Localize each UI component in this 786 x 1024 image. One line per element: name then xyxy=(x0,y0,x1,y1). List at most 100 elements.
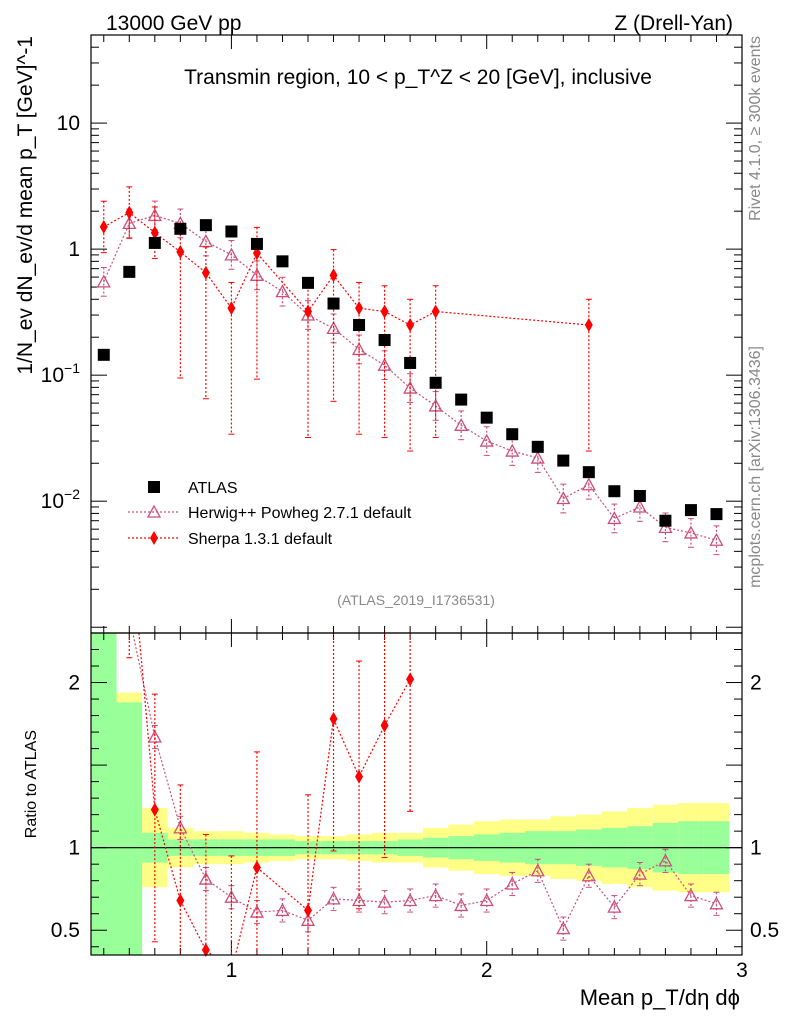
header-right: Z (Drell-Yan) xyxy=(614,12,733,35)
atlas-point xyxy=(327,297,340,310)
herwig-ratio-point xyxy=(709,896,724,910)
mcplots-label: mcplots.cern.ch [arXiv:1306.3436] xyxy=(747,346,764,588)
legend: ATLAS Herwig++ Powheg 2.7.1 default Sher… xyxy=(128,480,412,548)
herwig-ratio-point xyxy=(224,889,239,903)
sherpa-point xyxy=(201,265,210,280)
sherpa-ratio-point xyxy=(150,802,159,817)
herwig-point xyxy=(351,342,367,356)
atlas-point xyxy=(123,265,136,278)
sherpa-point xyxy=(227,301,236,316)
ratio-uncertainty-bands xyxy=(91,633,742,955)
sherpa-ratio-line xyxy=(138,633,411,955)
sherpa-ratio-point xyxy=(304,903,312,918)
sherpa-ratio-point xyxy=(329,711,338,726)
sherpa-ratio-point xyxy=(406,672,415,687)
herwig-point xyxy=(709,532,724,546)
sherpa-point xyxy=(584,318,593,333)
legend-atlas-label: ATLAS xyxy=(188,480,238,497)
data-series xyxy=(96,186,724,958)
herwig-ratio-line xyxy=(132,633,717,931)
ratio-tick-label-right: 0.5 xyxy=(750,919,779,942)
atlas-point xyxy=(633,489,646,502)
ratio-tick-label-left: 0.5 xyxy=(51,919,80,942)
ratio-band-inner xyxy=(91,633,117,955)
herwig-point xyxy=(275,284,290,298)
herwig-point xyxy=(530,450,545,464)
atlas-point xyxy=(429,376,442,389)
sherpa-line xyxy=(103,211,589,326)
ratio-tick-label-right: 1 xyxy=(750,837,762,860)
herwig-point xyxy=(607,511,622,525)
atlas-point xyxy=(710,508,723,521)
herwig-point xyxy=(300,307,316,321)
atlas-point xyxy=(506,428,519,441)
sherpa-point xyxy=(99,219,108,234)
herwig-ratio-point xyxy=(403,893,418,907)
x-tick-label: 3 xyxy=(736,959,748,982)
herwig-point xyxy=(224,247,239,261)
herwig-ratio-point xyxy=(658,853,673,867)
atlas-point xyxy=(199,219,212,232)
rivet-label: Rivet 4.1.0, ≥ 300k events xyxy=(747,36,764,221)
sherpa-ratio-point xyxy=(201,943,210,958)
herwig-ratio-point xyxy=(454,898,469,912)
herwig-ratio-point xyxy=(173,820,188,834)
herwig-point xyxy=(454,417,469,431)
ratio-y-axis-label: Ratio to ATLAS xyxy=(23,730,40,838)
herwig-point xyxy=(198,234,213,248)
legend-sherpa-label: Sherpa 1.3.1 default xyxy=(188,531,333,548)
atlas-point xyxy=(378,334,391,347)
atlas-point xyxy=(353,319,366,332)
atlas-point xyxy=(608,485,621,498)
sherpa-point xyxy=(304,304,312,319)
sherpa-ratio-point xyxy=(252,860,261,875)
atlas-point xyxy=(480,411,493,424)
atlas-point xyxy=(659,514,672,527)
atlas-point xyxy=(455,393,468,406)
herwig-point xyxy=(326,321,341,335)
herwig-ratio-point xyxy=(300,912,316,926)
herwig-ratio-point xyxy=(147,729,162,743)
sherpa-ratio-point xyxy=(355,769,364,784)
legend-atlas-marker xyxy=(148,481,160,493)
atlas-point xyxy=(531,440,544,453)
atlas-point xyxy=(174,222,187,235)
herwig-ratio-point xyxy=(505,876,520,890)
ratio-tick-label-left: 2 xyxy=(68,672,80,695)
atlas-point xyxy=(276,255,289,268)
sherpa-ratio-point xyxy=(380,718,389,733)
herwig-ratio-point xyxy=(530,863,545,877)
y-tick-label: 1 xyxy=(68,238,80,261)
sherpa-point xyxy=(431,304,440,319)
herwig-ratio-point xyxy=(607,899,622,913)
x-axis-label: Mean p_T/dη dϕ xyxy=(580,985,740,1010)
herwig-point xyxy=(505,443,520,457)
sherpa-ratio-point xyxy=(176,893,185,908)
legend-sherpa-marker xyxy=(150,531,158,545)
sherpa-point xyxy=(150,225,159,240)
plot-title: Transmin region, 10 < p_T^Z < 20 [GeV], … xyxy=(184,66,652,89)
atlas-point xyxy=(148,236,161,249)
herwig-ratio-point xyxy=(683,888,699,902)
sherpa-point xyxy=(406,318,415,333)
atlas-point xyxy=(582,466,595,479)
herwig-point xyxy=(683,525,699,539)
herwig-point xyxy=(581,477,596,491)
ratio-tick-label-left: 1 xyxy=(68,837,80,860)
ratio-plot-frame xyxy=(90,632,743,956)
herwig-point xyxy=(479,433,494,447)
herwig-point xyxy=(96,274,111,288)
y-tick-label: 10 xyxy=(57,112,80,135)
atlas-point xyxy=(302,276,314,289)
herwig-ratio-point xyxy=(632,866,647,880)
atlas-point xyxy=(684,504,697,517)
sherpa-point xyxy=(380,304,389,319)
atlas-point xyxy=(250,237,263,250)
y-axis-label: 1/N_ev dN_ev/d mean p_T [GeV]^-1 xyxy=(14,36,37,375)
ratio-tick-label-right: 2 xyxy=(750,672,762,695)
herwig-ratio-point xyxy=(275,903,290,917)
atlas-point xyxy=(557,454,570,467)
herwig-ratio-point xyxy=(377,894,392,908)
ratio-band-inner xyxy=(116,702,143,955)
atlas-point xyxy=(225,225,238,238)
